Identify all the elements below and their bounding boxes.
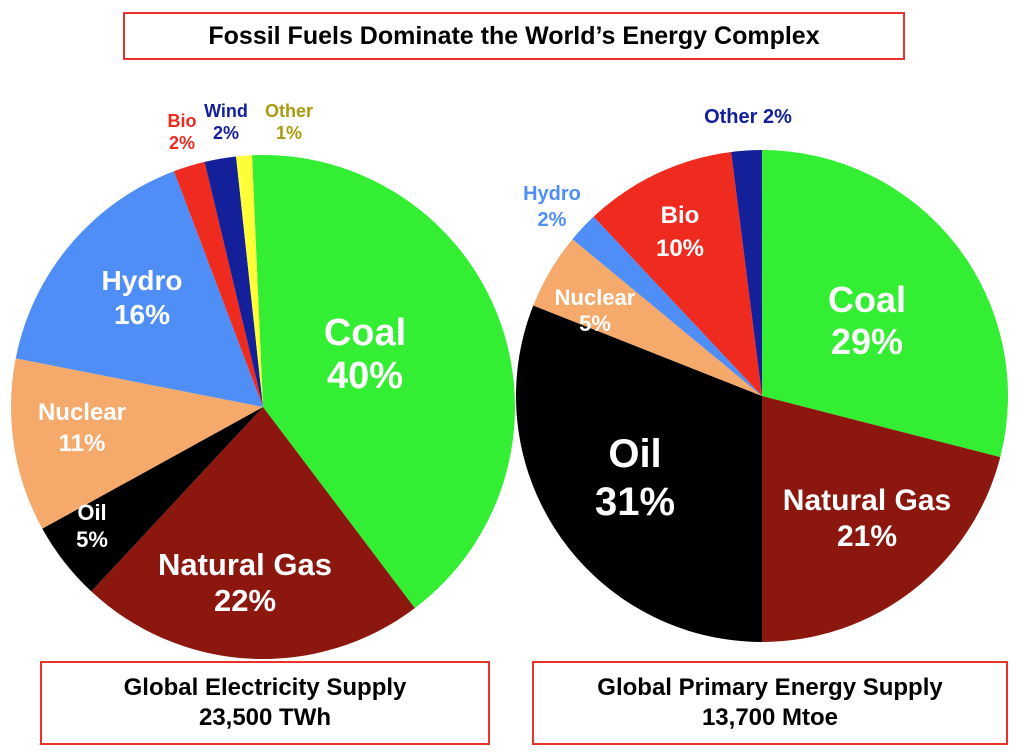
primary-energy-caption-title: Global Primary Energy Supply <box>597 674 943 701</box>
slice-label-primary-other: Other 2% <box>704 106 792 128</box>
pie-slice-electricity-natural-gas <box>91 407 415 659</box>
pie-slice-electricity-nuclear <box>10 358 263 529</box>
slice-label-electricity-nuclear: Nuclear 11% <box>38 399 126 457</box>
pie-slice-electricity-bio <box>173 161 263 407</box>
slice-label-primary-coal: Coal 29% <box>828 279 906 362</box>
pie-slice-primary-coal <box>762 150 1009 458</box>
pie-slice-primary-hydro <box>572 216 762 396</box>
slice-label-primary-bio: Bio 10% <box>656 202 704 262</box>
pie-slice-primary-natural-gas <box>762 396 1001 642</box>
slice-label-electricity-other: Other 1% <box>265 101 313 143</box>
primary-energy-caption-total: 13,700 Mtoe <box>701 704 839 731</box>
electricity-caption: Global Electricity Supply 23,500 TWh <box>40 661 490 745</box>
slice-label-primary-natural-gas: Natural Gas 21% <box>783 484 951 553</box>
pie-slice-primary-other <box>731 150 762 396</box>
slice-label-primary-hydro: Hydro 2% <box>523 183 581 231</box>
pie-slice-electricity-wind <box>204 156 263 407</box>
pie-slice-electricity-other <box>236 155 263 407</box>
chart-title: Fossil Fuels Dominate the World’s Energy… <box>123 12 905 60</box>
pie-slice-primary-nuclear <box>533 239 762 396</box>
slice-label-electricity-coal: Coal 40% <box>324 312 406 397</box>
slice-label-primary-nuclear: Nuclear 5% <box>555 285 636 336</box>
slice-label-primary-oil: Oil 31% <box>595 432 675 524</box>
pie-slice-electricity-coal <box>252 155 515 609</box>
pie-slice-electricity-hydro <box>15 171 264 407</box>
pie-slice-electricity-oil <box>42 407 263 592</box>
pie-slice-primary-bio <box>593 151 762 396</box>
pie-slice-primary-oil <box>515 305 762 642</box>
slice-label-electricity-wind: Wind 2% <box>204 101 248 143</box>
primary-energy-caption: Global Primary Energy Supply 13,700 Mtoe <box>532 661 1008 745</box>
electricity-caption-title: Global Electricity Supply <box>123 674 407 701</box>
electricity-caption-total: 23,500 TWh <box>198 704 332 731</box>
slice-label-electricity-natural-gas: Natural Gas 22% <box>158 547 332 618</box>
slice-label-electricity-oil: Oil 5% <box>76 500 108 552</box>
slice-label-electricity-bio: Bio 2% <box>168 111 197 153</box>
slice-label-electricity-hydro: Hydro 16% <box>102 265 183 330</box>
